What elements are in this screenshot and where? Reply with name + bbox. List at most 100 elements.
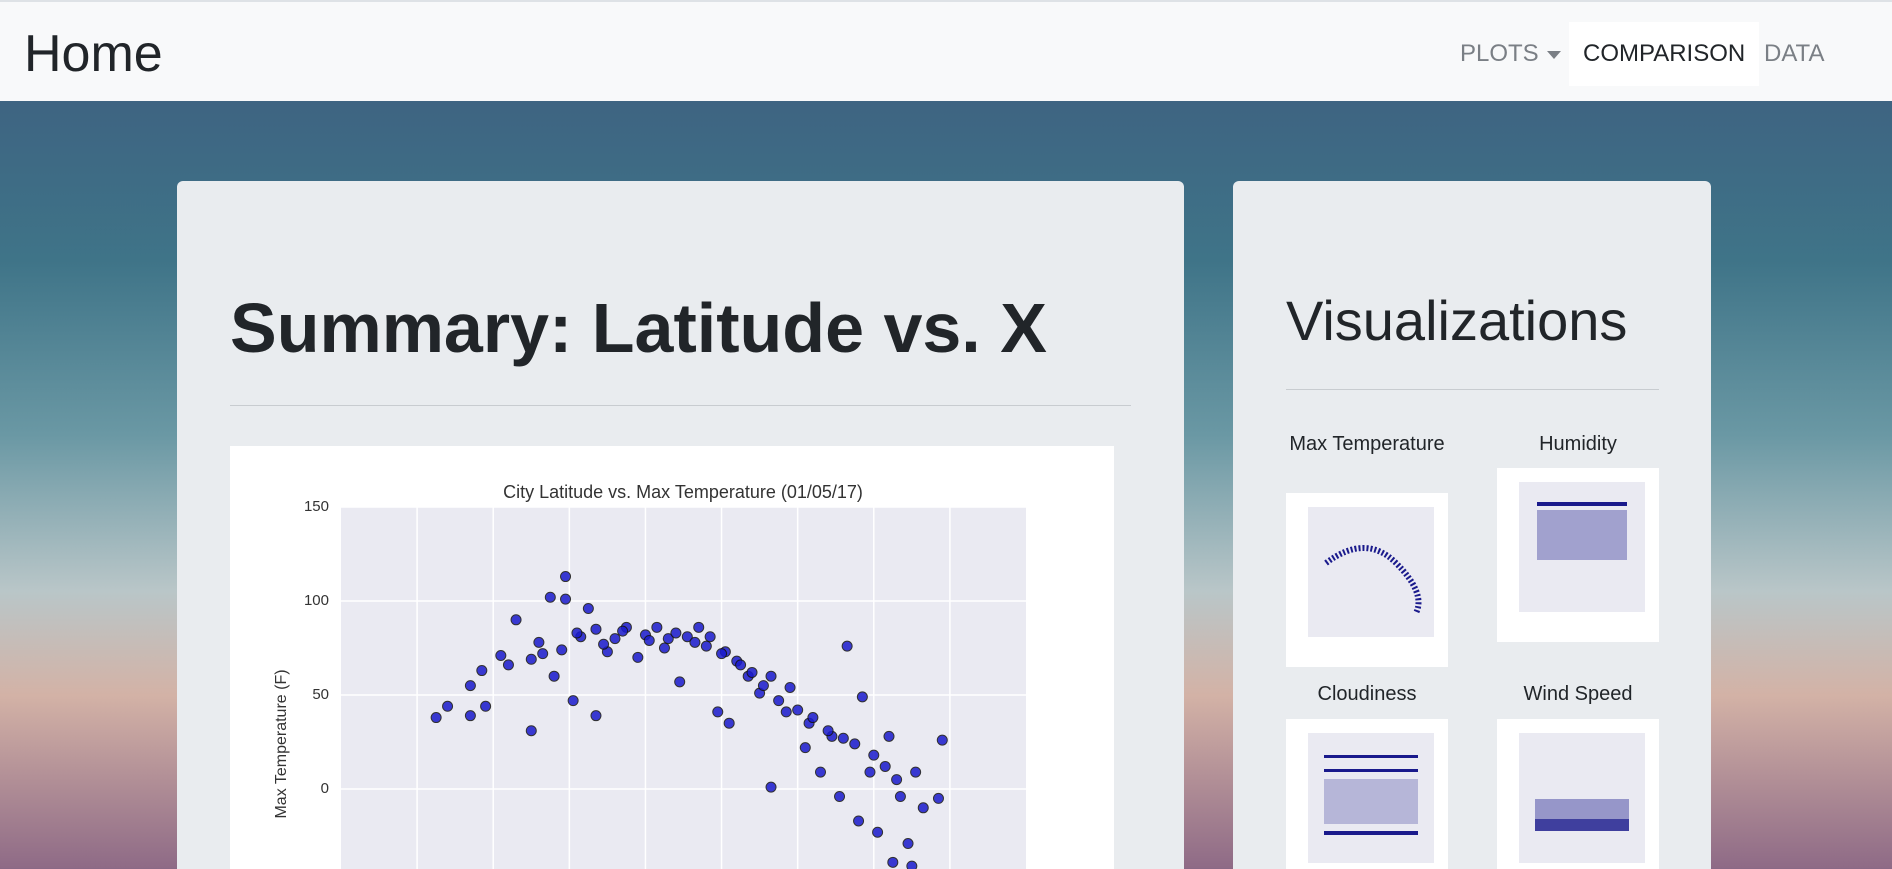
point — [932, 792, 944, 804]
point — [582, 603, 594, 615]
nav-label: DATA — [1764, 40, 1825, 67]
caret — [1546, 50, 1561, 59]
point — [704, 631, 716, 643]
point — [658, 642, 670, 654]
point — [525, 653, 537, 665]
nav-plots[interactable]: PLOTS — [1446, 22, 1575, 86]
thumbnail[interactable] — [1497, 468, 1659, 642]
thumb-label: Max Temperature — [1289, 433, 1445, 455]
brand[interactable]: Home — [24, 25, 163, 83]
point — [464, 680, 476, 692]
point — [495, 650, 507, 662]
point — [548, 670, 560, 682]
point — [510, 614, 522, 626]
point — [670, 627, 682, 639]
point — [598, 638, 610, 650]
point — [632, 651, 644, 663]
point — [841, 640, 853, 652]
point — [662, 633, 674, 645]
point — [693, 621, 705, 633]
point — [525, 725, 537, 737]
point — [567, 695, 579, 707]
thumbnail[interactable] — [1497, 719, 1659, 869]
thumb-label: Cloudiness — [1317, 683, 1417, 705]
point — [617, 625, 629, 637]
point — [533, 636, 545, 648]
point — [480, 700, 492, 712]
point — [571, 627, 583, 639]
point — [773, 695, 785, 707]
point — [891, 774, 903, 786]
thumbnail[interactable] — [1286, 719, 1448, 869]
point — [735, 659, 747, 671]
point — [674, 676, 686, 688]
point — [822, 725, 834, 737]
divider — [230, 405, 1131, 406]
point — [872, 826, 884, 838]
thumbnail[interactable] — [1286, 493, 1448, 667]
point — [757, 680, 769, 692]
chart-title: City Latitude vs. Max Temperature (01/05… — [503, 482, 863, 502]
point — [502, 659, 514, 671]
point — [746, 666, 758, 678]
point — [442, 700, 454, 712]
point — [609, 633, 621, 645]
point — [430, 712, 442, 724]
point — [590, 710, 602, 722]
point — [784, 681, 796, 693]
point — [651, 621, 663, 633]
point — [849, 738, 861, 750]
y-axis-label: Max Temperature (F) — [273, 669, 290, 818]
point — [906, 860, 918, 869]
point — [765, 781, 777, 793]
thumb-label: Humidity — [1539, 433, 1617, 455]
point — [780, 706, 792, 718]
navbar: Home PLOTS COMPARISON DATA — [0, 0, 1892, 101]
point — [792, 704, 804, 716]
point — [864, 766, 876, 778]
nav-comparison[interactable]: COMPARISON — [1569, 22, 1760, 86]
point — [716, 648, 728, 660]
point — [883, 730, 895, 742]
point — [556, 644, 568, 656]
point — [560, 571, 572, 583]
point — [936, 734, 948, 746]
nav-label: PLOTS — [1460, 40, 1539, 67]
point — [917, 802, 929, 814]
plot-area — [341, 507, 1026, 869]
y-tick-label: 0 — [321, 780, 329, 797]
point — [799, 742, 811, 754]
y-tick-label: 50 — [312, 686, 329, 703]
y-tick-label: 150 — [304, 498, 329, 515]
nav-data[interactable]: DATA — [1750, 22, 1838, 86]
main-heading: Summary: Latitude vs. X — [230, 289, 1047, 367]
sidebar-heading: Visualizations — [1286, 289, 1628, 352]
point — [837, 732, 849, 744]
point — [681, 631, 693, 643]
nav-label: COMPARISON — [1583, 40, 1746, 67]
point — [537, 648, 549, 660]
point — [723, 717, 735, 729]
point — [476, 665, 488, 677]
point — [902, 838, 914, 850]
point — [894, 791, 906, 803]
point — [689, 636, 701, 648]
point — [560, 593, 572, 605]
point — [853, 815, 865, 827]
point — [544, 591, 556, 603]
divider — [1286, 389, 1659, 390]
point — [765, 670, 777, 682]
point — [834, 791, 846, 803]
point — [590, 623, 602, 635]
point — [464, 710, 476, 722]
point — [868, 749, 880, 761]
thumb-label: Wind Speed — [1523, 683, 1633, 705]
point — [879, 760, 891, 772]
point — [643, 634, 655, 646]
point — [815, 766, 826, 778]
point — [887, 856, 899, 868]
point — [856, 691, 868, 703]
point — [807, 712, 819, 724]
